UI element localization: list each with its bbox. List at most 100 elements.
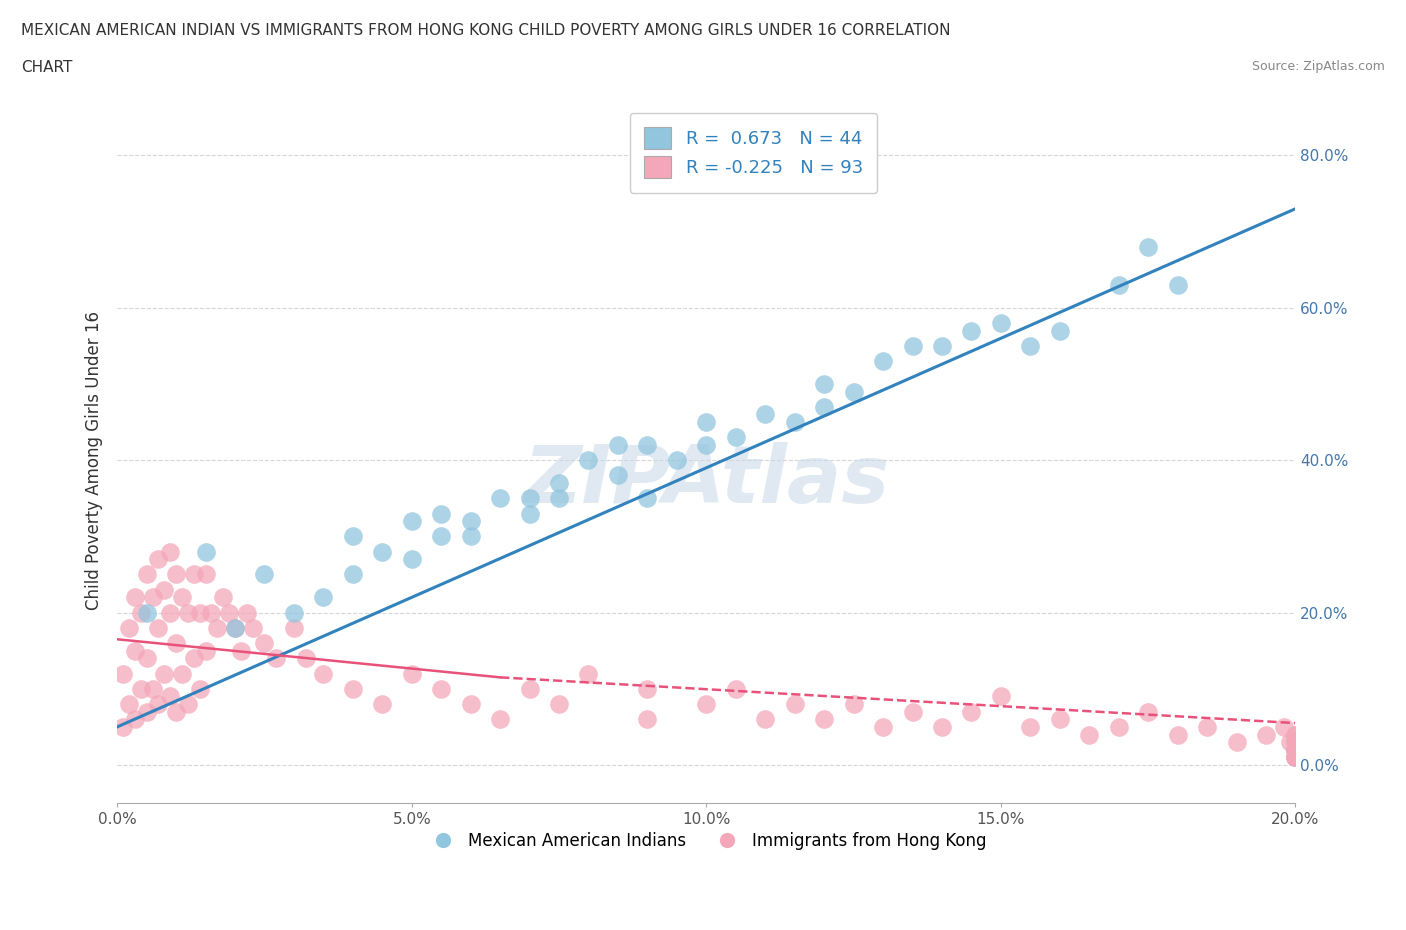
Text: Source: ZipAtlas.com: Source: ZipAtlas.com — [1251, 60, 1385, 73]
Point — [960, 324, 983, 339]
Point — [124, 711, 146, 726]
Point — [177, 605, 200, 620]
Point — [578, 453, 600, 468]
Point — [1019, 720, 1042, 735]
Point — [159, 544, 181, 559]
Point — [229, 644, 252, 658]
Point — [294, 651, 316, 666]
Point — [695, 697, 717, 711]
Point — [430, 506, 453, 521]
Point — [1284, 735, 1306, 750]
Point — [112, 666, 135, 681]
Point — [141, 590, 163, 604]
Point — [141, 682, 163, 697]
Point — [153, 582, 176, 597]
Point — [872, 353, 894, 368]
Point — [607, 468, 630, 483]
Point — [165, 567, 187, 582]
Point — [135, 651, 157, 666]
Point — [253, 635, 276, 650]
Point — [194, 644, 217, 658]
Point — [636, 711, 658, 726]
Point — [312, 590, 335, 604]
Point — [460, 697, 482, 711]
Point — [1108, 720, 1130, 735]
Point — [460, 529, 482, 544]
Point — [1254, 727, 1277, 742]
Point — [148, 697, 170, 711]
Point — [371, 544, 394, 559]
Point — [283, 620, 305, 635]
Point — [519, 491, 541, 506]
Point — [636, 491, 658, 506]
Point — [1284, 727, 1306, 742]
Point — [242, 620, 264, 635]
Point — [607, 437, 630, 452]
Point — [901, 704, 924, 719]
Point — [1284, 742, 1306, 757]
Point — [430, 529, 453, 544]
Point — [1284, 750, 1306, 764]
Point — [695, 437, 717, 452]
Point — [1049, 711, 1071, 726]
Point — [1284, 727, 1306, 742]
Point — [153, 666, 176, 681]
Point — [1108, 277, 1130, 292]
Point — [129, 682, 152, 697]
Point — [118, 620, 141, 635]
Point — [124, 644, 146, 658]
Legend: Mexican American Indians, Immigrants from Hong Kong: Mexican American Indians, Immigrants fro… — [419, 825, 994, 857]
Text: CHART: CHART — [21, 60, 73, 75]
Point — [170, 666, 193, 681]
Point — [1284, 735, 1306, 750]
Point — [165, 704, 187, 719]
Y-axis label: Child Poverty Among Girls Under 16: Child Poverty Among Girls Under 16 — [86, 311, 103, 610]
Point — [548, 491, 571, 506]
Point — [1167, 727, 1189, 742]
Point — [124, 590, 146, 604]
Point — [165, 635, 187, 650]
Point — [813, 399, 835, 414]
Point — [430, 682, 453, 697]
Point — [990, 689, 1012, 704]
Point — [212, 590, 235, 604]
Point — [578, 666, 600, 681]
Point — [783, 415, 806, 430]
Point — [901, 339, 924, 353]
Point — [1272, 720, 1295, 735]
Point — [224, 620, 246, 635]
Point — [112, 720, 135, 735]
Point — [342, 682, 364, 697]
Point — [1137, 239, 1160, 254]
Point — [1197, 720, 1219, 735]
Point — [813, 711, 835, 726]
Point — [960, 704, 983, 719]
Point — [724, 430, 747, 445]
Point — [183, 567, 205, 582]
Point — [283, 605, 305, 620]
Point — [754, 407, 776, 422]
Point — [371, 697, 394, 711]
Point — [1284, 742, 1306, 757]
Point — [194, 544, 217, 559]
Point — [312, 666, 335, 681]
Text: ZIPAtlas: ZIPAtlas — [523, 442, 890, 520]
Point — [253, 567, 276, 582]
Point — [188, 605, 211, 620]
Point — [1284, 742, 1306, 757]
Point — [183, 651, 205, 666]
Point — [159, 605, 181, 620]
Point — [548, 475, 571, 490]
Point — [872, 720, 894, 735]
Point — [148, 620, 170, 635]
Point — [1049, 324, 1071, 339]
Point — [224, 620, 246, 635]
Point — [695, 415, 717, 430]
Point — [636, 437, 658, 452]
Point — [194, 567, 217, 582]
Point — [990, 315, 1012, 330]
Point — [1284, 750, 1306, 764]
Point — [1167, 277, 1189, 292]
Point — [783, 697, 806, 711]
Point — [460, 513, 482, 528]
